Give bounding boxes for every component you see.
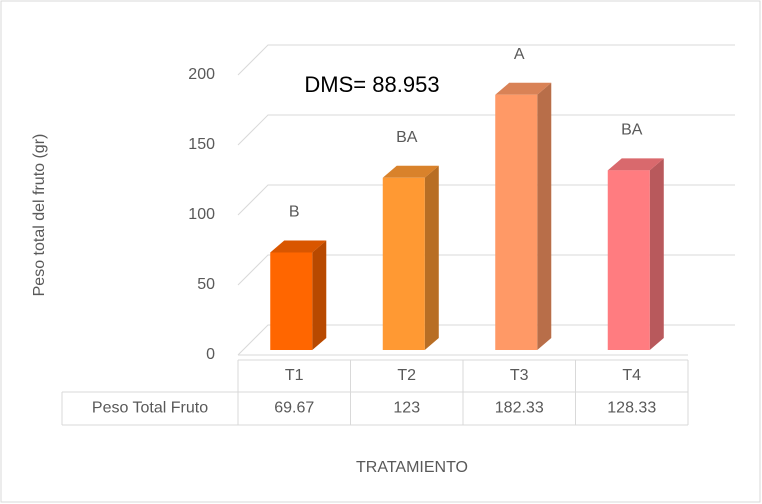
y-tick-label: 200 — [188, 66, 215, 83]
annotation: DMS= 88.953 — [304, 72, 439, 97]
data-label: 182.33 — [495, 400, 544, 417]
x-tick-label: T4 — [622, 367, 641, 384]
bar-side — [312, 240, 327, 350]
grid-line — [237, 44, 735, 76]
bar-top-shade — [382, 165, 439, 178]
data-label: 69.67 — [274, 400, 314, 417]
data-label: 128.33 — [607, 400, 656, 417]
bar-top — [495, 82, 552, 95]
y-axis-label: Peso total del fruto (gr) — [31, 134, 48, 297]
group-letter: B — [289, 204, 300, 221]
bar — [382, 177, 425, 350]
bar-side-shade — [312, 240, 327, 350]
x-tick-label: T3 — [510, 367, 529, 384]
bar — [495, 94, 538, 350]
x-tick-label: T1 — [285, 367, 304, 384]
grid-line — [237, 114, 735, 146]
grid-line — [237, 184, 735, 216]
group-letter: BA — [621, 122, 643, 139]
bar-side-shade — [537, 82, 552, 350]
bar-side-shade — [424, 165, 439, 350]
y-tick-label: 100 — [188, 206, 215, 223]
bar-top — [607, 158, 664, 171]
legend-label: Peso Total Fruto — [92, 400, 208, 417]
bar-top — [270, 240, 327, 253]
group-letter: A — [514, 46, 525, 63]
bar-top-shade — [270, 240, 327, 253]
bar-top-shade — [607, 158, 664, 171]
y-tick-label: 0 — [206, 346, 215, 363]
bar-side — [537, 82, 552, 350]
bar-top-shade — [495, 82, 552, 95]
y-tick-label: 50 — [197, 276, 215, 293]
data-label: 123 — [393, 400, 420, 417]
bar-side-shade — [649, 158, 664, 350]
x-tick-label: T2 — [397, 367, 416, 384]
bar — [607, 170, 650, 350]
bar-side — [424, 165, 439, 350]
grid-line — [237, 254, 735, 286]
group-letter: BA — [396, 129, 418, 146]
grid-line — [237, 324, 735, 356]
bar — [270, 252, 313, 350]
bar-side — [649, 158, 664, 350]
bar-top — [382, 165, 439, 178]
x-axis-label: TRATAMIENTO — [356, 459, 468, 476]
y-tick-label: 150 — [188, 136, 215, 153]
